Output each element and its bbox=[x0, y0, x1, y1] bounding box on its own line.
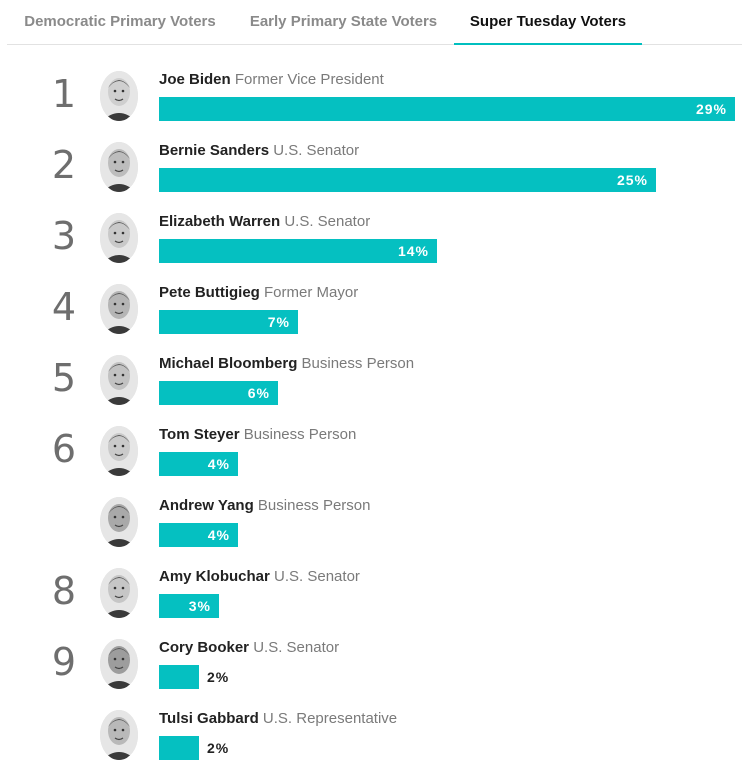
value-label: 4% bbox=[207, 527, 230, 543]
candidate-label: Amy Klobuchar U.S. Senator bbox=[159, 568, 360, 585]
candidate-row: Andrew Yang Business Person 4% bbox=[0, 497, 753, 570]
candidate-role: Former Vice President bbox=[234, 71, 384, 88]
candidate-role: U.S. Senator bbox=[273, 142, 360, 159]
michael-bloomberg-portrait-icon bbox=[100, 355, 138, 405]
candidate-row: 9 Cory Booker U.S. Senator 2% bbox=[0, 639, 753, 712]
value-bar: 4% bbox=[159, 523, 238, 547]
value-bar: 2% bbox=[159, 665, 228, 689]
tab-early-primary-state-voters[interactable]: Early Primary State Voters bbox=[249, 13, 438, 30]
candidate-role: U.S. Representative bbox=[262, 710, 398, 727]
candidate-role: U.S. Senator bbox=[284, 213, 371, 230]
tab-democratic-primary-voters[interactable]: Democratic Primary Voters bbox=[24, 13, 216, 30]
candidate-row: 5 Michael Bloomberg Business Person 6% bbox=[0, 355, 753, 428]
andrew-yang-portrait-icon bbox=[100, 497, 138, 547]
value-label: 2% bbox=[207, 669, 230, 685]
candidate-label: Tulsi Gabbard U.S. Representative bbox=[159, 710, 397, 727]
candidate-label: Elizabeth Warren U.S. Senator bbox=[159, 213, 370, 230]
value-label: 4% bbox=[207, 456, 230, 472]
rank-number: 5 bbox=[51, 356, 77, 400]
value-label: 14% bbox=[397, 243, 429, 259]
candidate-role: U.S. Senator bbox=[253, 639, 340, 656]
candidate-row: 2 Bernie Sanders U.S. Senator 25% bbox=[0, 142, 753, 215]
elizabeth-warren-portrait-icon bbox=[100, 213, 138, 263]
tom-steyer-portrait-icon bbox=[100, 426, 138, 476]
candidate-name: Bernie Sanders bbox=[159, 142, 270, 159]
candidate-role: Business Person bbox=[257, 497, 371, 514]
bernie-sanders-portrait-icon bbox=[100, 142, 138, 192]
candidate-name: Elizabeth Warren bbox=[159, 213, 281, 230]
value-label: 25% bbox=[616, 172, 648, 188]
value-bar: 14% bbox=[159, 239, 437, 263]
value-label: 6% bbox=[247, 385, 270, 401]
tab-super-tuesday-voters[interactable]: Super Tuesday Voters bbox=[454, 0, 642, 45]
candidate-name: Andrew Yang bbox=[159, 497, 254, 514]
candidate-row: 1 Joe Biden Former Vice President 29% bbox=[0, 71, 753, 144]
value-bar: 3% bbox=[159, 594, 219, 618]
rank-number: 4 bbox=[51, 285, 77, 329]
value-bar: 25% bbox=[159, 168, 656, 192]
value-bar: 6% bbox=[159, 381, 278, 405]
candidate-name: Joe Biden bbox=[159, 71, 231, 88]
value-bar: 2% bbox=[159, 736, 228, 760]
candidate-label: Bernie Sanders U.S. Senator bbox=[159, 142, 359, 159]
candidate-label: Michael Bloomberg Business Person bbox=[159, 355, 414, 372]
value-label: 7% bbox=[267, 314, 290, 330]
candidate-name: Tom Steyer bbox=[159, 426, 240, 443]
rank-number: 9 bbox=[51, 640, 77, 684]
value-label: 2% bbox=[207, 740, 230, 756]
candidate-name: Michael Bloomberg bbox=[159, 355, 298, 372]
poll-tabs: Democratic Primary Voters Early Primary … bbox=[7, 0, 742, 45]
candidate-label: Andrew Yang Business Person bbox=[159, 497, 370, 514]
candidate-role: Business Person bbox=[301, 355, 415, 372]
tulsi-gabbard-portrait-icon bbox=[100, 710, 138, 760]
candidate-row: Tulsi Gabbard U.S. Representative 2% bbox=[0, 710, 753, 783]
candidate-label: Pete Buttigieg Former Mayor bbox=[159, 284, 358, 301]
rank-number: 6 bbox=[51, 427, 77, 471]
candidate-role: U.S. Senator bbox=[274, 568, 360, 585]
joe-biden-portrait-icon bbox=[100, 71, 138, 121]
candidate-row: 3 Elizabeth Warren U.S. Senator 14% bbox=[0, 213, 753, 286]
candidate-label: Joe Biden Former Vice President bbox=[159, 71, 384, 88]
rank-number: 8 bbox=[51, 569, 77, 613]
value-bar: 29% bbox=[159, 97, 735, 121]
amy-klobuchar-portrait-icon bbox=[100, 568, 138, 618]
candidate-name: Cory Booker bbox=[159, 639, 250, 656]
value-label: 29% bbox=[695, 101, 727, 117]
pete-buttigieg-portrait-icon bbox=[100, 284, 138, 334]
value-bar: 4% bbox=[159, 452, 238, 476]
candidate-role: Business Person bbox=[243, 426, 357, 443]
rank-number: 3 bbox=[51, 214, 77, 258]
rank-number: 2 bbox=[51, 143, 77, 187]
candidate-name: Tulsi Gabbard bbox=[159, 710, 259, 727]
cory-booker-portrait-icon bbox=[100, 639, 138, 689]
candidate-name: Pete Buttigieg bbox=[159, 284, 260, 301]
candidate-row: 4 Pete Buttigieg Former Mayor 7% bbox=[0, 284, 753, 357]
candidate-name: Amy Klobuchar bbox=[159, 568, 270, 585]
candidate-role: Former Mayor bbox=[264, 284, 359, 301]
value-label: 3% bbox=[188, 598, 211, 614]
candidate-row: 8 Amy Klobuchar U.S. Senator 3% bbox=[0, 568, 753, 641]
candidate-label: Cory Booker U.S. Senator bbox=[159, 639, 339, 656]
value-bar: 7% bbox=[159, 310, 298, 334]
candidate-row: 6 Tom Steyer Business Person 4% bbox=[0, 426, 753, 499]
rank-number: 1 bbox=[51, 72, 77, 116]
candidate-label: Tom Steyer Business Person bbox=[159, 426, 356, 443]
